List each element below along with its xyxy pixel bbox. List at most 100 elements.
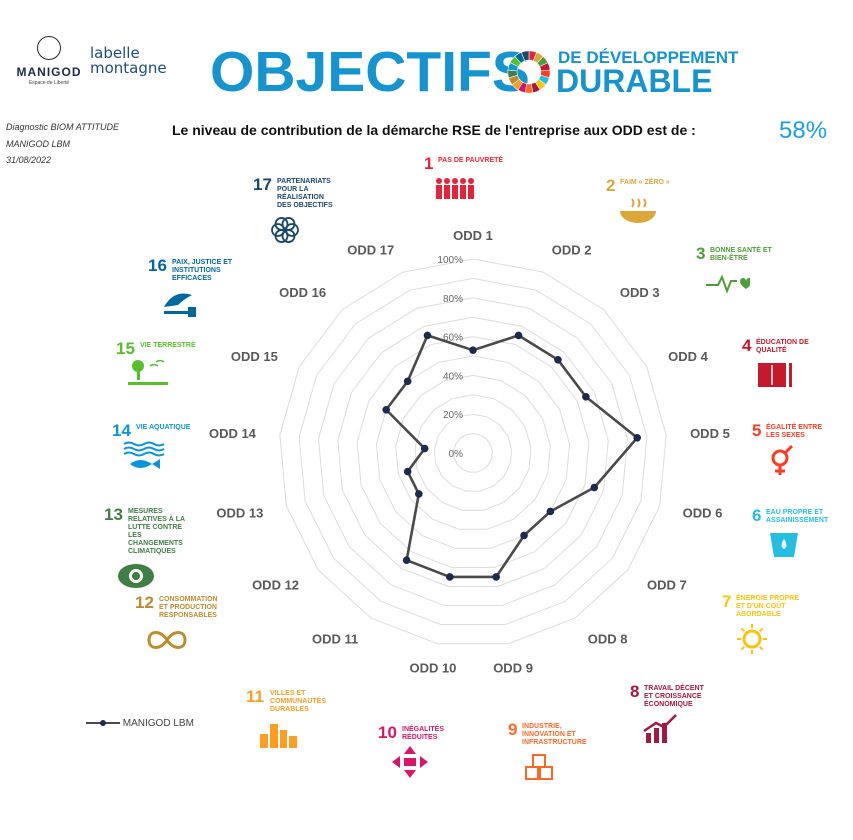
- radar-grid-ring: [433, 413, 513, 492]
- cubes-icon: [525, 754, 553, 780]
- sdg-tile-number: 3: [696, 244, 706, 263]
- infinity-loop-icon: [147, 631, 187, 649]
- chart-subtitle: Le niveau de contribution de la démarche…: [172, 122, 696, 138]
- sdg-tile-label: ÉNERGIE PROPRE ET D'UN COÛT ABORDABLE: [736, 595, 800, 618]
- manigod-logo-name: MANIGOD: [16, 65, 82, 79]
- meta-diagnostic: Diagnostic BIOM ATTITUDE: [6, 122, 120, 132]
- radar-data-point: [633, 433, 641, 442]
- sdg-tile-number: 9: [508, 720, 518, 739]
- sdg-tile-label: PAS DE PAUVRETÉ: [438, 157, 504, 164]
- sdg-tile-number: 14: [112, 421, 131, 440]
- manigod-emblem-icon: [37, 36, 61, 60]
- sdg-tile-number: 6: [752, 506, 762, 525]
- fish-icon: [123, 441, 165, 469]
- sdg-wheel-segment: [520, 50, 530, 62]
- sdg-tile-number: 2: [606, 176, 616, 195]
- radar-axis-label: ODD 17: [347, 243, 394, 258]
- radar-data-point: [403, 467, 412, 476]
- heartbeat-icon: [706, 274, 750, 294]
- people-icon: [436, 178, 474, 199]
- radar-data-point: [382, 405, 390, 414]
- sdg-tile-16: 16 PAIX, JUSTICE ET INSTITUTIONS EFFICACE…: [148, 257, 238, 319]
- water-glass-icon: [770, 533, 798, 557]
- sdg-tile-number: 10: [378, 723, 397, 742]
- radar-data-point: [546, 507, 555, 516]
- manigod-logo-tagline: Espace de Liberté: [28, 80, 70, 86]
- radar-data-point: [403, 377, 412, 386]
- radar-axis-label: ODD 5: [690, 426, 730, 441]
- radar-axis-label: ODD 6: [683, 506, 723, 521]
- radar-tick-label: 100%: [437, 255, 463, 266]
- book-icon: [758, 363, 792, 387]
- radar-axis-label: ODD 16: [279, 285, 326, 300]
- radar-axis-label: ODD 14: [209, 426, 257, 441]
- arrows-icon: [392, 746, 428, 778]
- growth-chart-icon: [643, 714, 677, 743]
- sdg-tile-label: PARTENARIATS POUR LA RÉALISATION DES OBJ…: [277, 178, 333, 209]
- radar-grid-ring: [317, 297, 629, 607]
- page-title-sub-line1: DE DÉVELOPPEMENT: [558, 48, 739, 67]
- radar-grid-ring: [356, 336, 590, 568]
- radar-axis-label: ODD 10: [409, 660, 456, 675]
- chart-legend: MANIGOD LBM: [86, 718, 194, 729]
- legend-label: MANIGOD LBM: [122, 718, 194, 729]
- sdg-tile-4: 4 ÉDUCATION DE QUALITÉ: [742, 337, 832, 391]
- sdg-tile-label: MESURES RELATIVES À LA LUTTE CONTRE LES …: [128, 508, 185, 555]
- meta-date: 31/08/2022: [6, 155, 52, 165]
- score-value: 58%: [779, 117, 828, 144]
- sdg-tile-14: 14 VIE AQUATIQUE: [112, 422, 202, 472]
- sdg-tile-label: PAIX, JUSTICE ET INSTITUTIONS EFFICACES: [172, 259, 233, 282]
- radar-data-point: [582, 392, 590, 401]
- sdg-tile-number: 5: [752, 421, 762, 440]
- sdg-tile-2: 2 FAIM « ZÉRO »: [606, 177, 696, 227]
- sdg-tile-number: 8: [630, 682, 640, 701]
- radar-grid-ring: [453, 433, 493, 473]
- sdg-tile-number: 4: [742, 336, 752, 355]
- radar-data-point: [402, 556, 411, 565]
- sdg-tile-10: 10 INÉGALITÉS RÉDUITES: [378, 724, 468, 778]
- radar-data-point: [415, 490, 423, 498]
- buildings-icon: [260, 724, 297, 748]
- radar-axis-label: ODD 1: [453, 228, 493, 243]
- radar-grid-ring: [279, 258, 667, 645]
- legend-marker-icon: [86, 720, 120, 727]
- sdg-tile-13: 13 MESURES RELATIVES À LA LUTTE CONTRE LE…: [104, 506, 194, 592]
- sdg-tile-6: 6 EAU PROPRE ET ASSAINISSEMENT: [752, 507, 842, 561]
- radar-data-point: [469, 346, 477, 354]
- sdg-tile-17: 17 PARTENARIATS POUR LA RÉALISATION DES O…: [253, 176, 343, 246]
- radar-grid-ring: [414, 394, 532, 511]
- sdg-tile-label: INÉGALITÉS RÉDUITES: [402, 726, 445, 741]
- sdg-tile-label: VIE AQUATIQUE: [136, 424, 191, 431]
- sdg-tile-1: 1 PAS DE PAUVRETÉ: [424, 155, 514, 205]
- radar-axis-label: ODD 7: [647, 577, 687, 592]
- meta-company: MANIGOD LBM: [6, 139, 71, 149]
- radar-axis-label: ODD 11: [312, 631, 358, 646]
- radar-data-point: [514, 331, 523, 340]
- page-title-sub-line2: DURABLE: [556, 63, 713, 99]
- sdg-tile-7: 7 ÉNERGIE PROPRE ET D'UN COÛT ABORDABLE: [722, 593, 812, 655]
- bowl-icon: [620, 198, 656, 223]
- radar-data-point: [520, 531, 528, 540]
- rings-icon: [271, 217, 299, 243]
- radar-data-point: [420, 444, 429, 453]
- gender-icon: [771, 444, 794, 475]
- labelle-montagne-logo: labelle montagne: [90, 46, 167, 77]
- lbm-logo-line2: montagne: [90, 59, 167, 77]
- sdg-tile-number: 17: [253, 175, 272, 194]
- radar-grid-ring: [395, 374, 551, 530]
- tree-icon: [128, 359, 168, 385]
- radar-tick-label: 60%: [443, 333, 463, 344]
- sdg-tile-label: ÉGALITÉ ENTRE LES SEXES: [766, 424, 823, 439]
- globe-eye-icon: [118, 564, 154, 588]
- radar-tick-label: 0%: [449, 449, 464, 460]
- sdg-tile-5: 5 ÉGALITÉ ENTRE LES SEXES: [752, 422, 842, 476]
- sdg-tile-label: INDUSTRIE, INNOVATION ET INFRASTRUCTURE: [522, 723, 587, 746]
- sdg-tile-number: 11: [246, 687, 264, 706]
- sdg-tile-11: 11 VILLES ET COMMUNAUTÉS DURABLES: [246, 688, 336, 750]
- radar-axis-label: ODD 3: [620, 285, 660, 300]
- radar-grid-ring: [298, 277, 648, 626]
- sun-power-icon: [737, 624, 767, 654]
- radar-data-point: [590, 483, 599, 492]
- radar-axis-label: ODD 9: [493, 660, 533, 675]
